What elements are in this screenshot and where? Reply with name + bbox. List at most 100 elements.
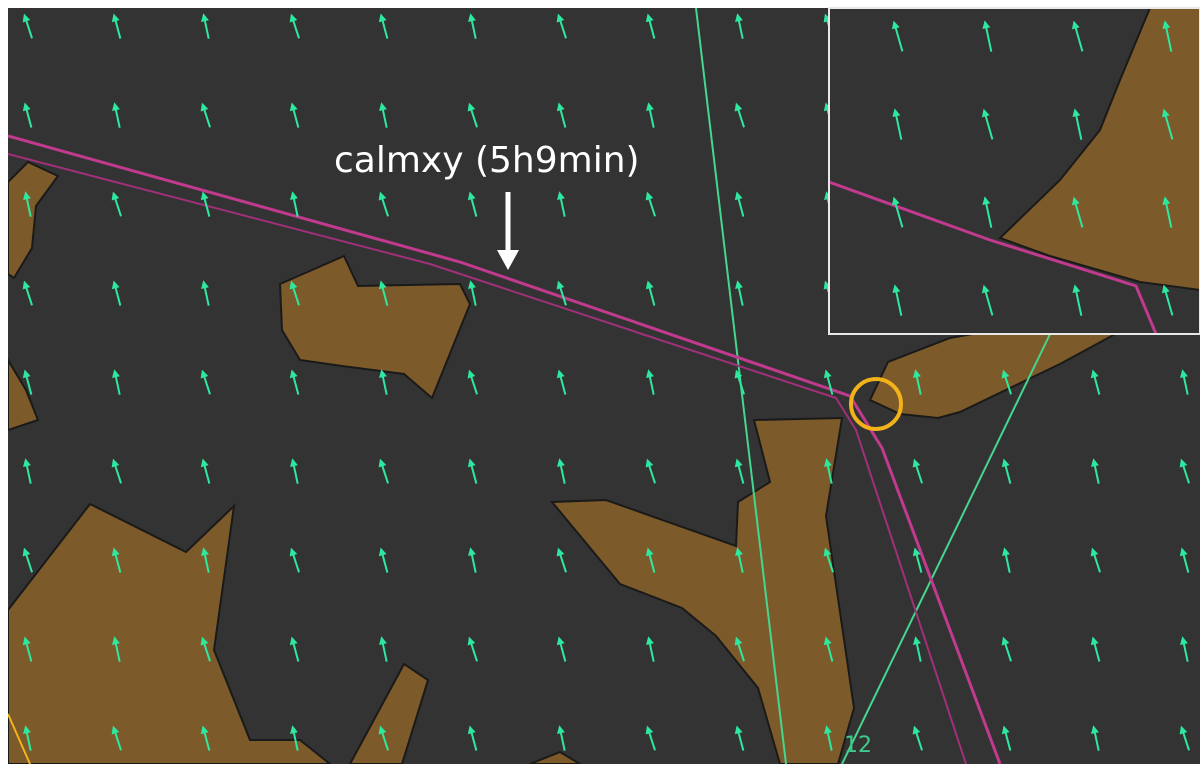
wind-arrow-icon	[981, 284, 994, 316]
wind-arrow-icon	[824, 458, 833, 484]
land-bottom-center	[348, 662, 430, 764]
wind-arrow-icon	[557, 458, 566, 484]
wind-arrow-icon	[823, 547, 834, 573]
wind-arrow-icon	[468, 280, 477, 306]
wind-arrow-icon	[467, 636, 478, 662]
wind-arrow-icon	[290, 725, 299, 751]
wind-arrow-icon	[201, 280, 210, 306]
wind-arrow-icon	[289, 636, 300, 662]
wind-arrow-icon	[645, 280, 656, 306]
wind-arrow-icon	[912, 458, 923, 484]
wind-arrow-icon	[112, 369, 121, 395]
wind-arrow-icon	[1090, 369, 1101, 395]
wind-arrow-icon	[23, 191, 32, 217]
wind-arrow-icon	[200, 725, 211, 751]
highlight-circle-icon[interactable]	[849, 377, 903, 431]
wind-arrow-icon	[467, 102, 478, 128]
wind-arrow-icon	[734, 191, 745, 217]
wind-arrow-icon	[556, 13, 567, 39]
wind-arrow-icon	[468, 547, 477, 573]
wind-arrow-icon	[1090, 636, 1101, 662]
wind-arrow-icon	[1180, 636, 1189, 662]
wind-arrow-icon	[1072, 284, 1083, 316]
wind-arrow-icon	[824, 725, 833, 751]
wind-arrow-icon	[378, 458, 389, 484]
wind-arrow-icon	[646, 102, 655, 128]
wind-arrow-icon	[378, 280, 389, 306]
inset-route	[829, 180, 1158, 334]
wind-arrow-icon	[112, 636, 121, 662]
wind-arrow-icon	[289, 369, 300, 395]
wind-arrow-icon	[556, 369, 567, 395]
wind-arrow-icon	[734, 725, 745, 751]
wind-arrow-icon	[556, 280, 567, 306]
wind-arrow-icon	[200, 636, 211, 662]
wind-arrow-icon	[379, 636, 388, 662]
wind-arrow-icon	[1090, 547, 1101, 573]
wind-arrow-icon	[200, 458, 211, 484]
wind-arrow-icon	[645, 725, 656, 751]
wind-arrow-icon	[1002, 547, 1011, 573]
wind-arrow-icon	[111, 191, 122, 217]
wind-arrow-icon	[22, 636, 33, 662]
inset-wind-arrow-field	[891, 20, 1174, 316]
wind-arrow-icon	[289, 280, 300, 306]
wind-arrow-icon	[913, 636, 922, 662]
wind-arrow-icon	[556, 636, 567, 662]
wind-arrow-icon	[1180, 369, 1189, 395]
wind-arrow-icon	[379, 102, 388, 128]
wind-arrow-icon	[111, 725, 122, 751]
wind-arrow-icon	[1162, 196, 1173, 228]
wind-arrow-icon	[200, 369, 211, 395]
wind-arrow-icon	[378, 725, 389, 751]
wind-arrow-icon	[734, 369, 745, 395]
wind-arrow-icon	[646, 636, 655, 662]
wind-arrow-icon	[23, 725, 32, 751]
wind-arrow-icon	[645, 458, 656, 484]
wind-arrow-icon	[891, 20, 904, 52]
wind-arrow-icon	[892, 284, 903, 316]
wind-arrow-icon	[912, 725, 923, 751]
wind-arrow-icon	[981, 108, 994, 140]
land-layer	[8, 160, 1134, 764]
wind-arrow-icon	[1071, 196, 1084, 228]
wind-arrow-icon	[379, 369, 388, 395]
wind-arrow-icon	[23, 458, 32, 484]
wind-arrow-icon	[467, 369, 478, 395]
wind-arrow-field	[22, 13, 1190, 751]
wind-arrow-icon	[734, 458, 745, 484]
wind-arrow-icon	[735, 13, 744, 39]
wind-arrow-icon	[467, 458, 478, 484]
land-left-top	[8, 160, 60, 280]
wind-arrow-icon	[734, 636, 745, 662]
wind-arrow-icon	[1179, 458, 1190, 484]
down-arrow-icon	[497, 192, 519, 270]
wind-arrow-icon	[289, 547, 300, 573]
wind-arrow-icon	[556, 102, 567, 128]
wind-arrow-icon	[891, 196, 904, 228]
wind-arrow-icon	[22, 102, 33, 128]
wind-arrow-icon	[645, 191, 656, 217]
wind-arrow-icon	[111, 13, 122, 39]
inset-border	[828, 7, 1200, 335]
wind-arrow-icon	[1091, 725, 1100, 751]
grid-line-diagonal	[841, 329, 1053, 764]
land-bottom-left	[8, 502, 332, 764]
wind-arrow-icon	[112, 102, 121, 128]
wind-arrow-icon	[1179, 725, 1190, 751]
wind-arrow-icon	[1161, 284, 1174, 316]
wind-arrow-icon	[1001, 725, 1012, 751]
wind-arrow-icon	[982, 196, 993, 228]
wind-arrow-icon	[378, 13, 389, 39]
wind-arrow-icon	[1071, 20, 1084, 52]
wind-arrow-icon	[734, 102, 745, 128]
wind-arrow-icon	[913, 369, 922, 395]
wind-arrow-icon	[735, 547, 744, 573]
wind-arrow-icon	[556, 547, 567, 573]
wind-arrow-icon	[289, 13, 300, 39]
route-lines	[8, 134, 1002, 764]
wind-arrow-icon	[111, 458, 122, 484]
grid-number-label: 12	[844, 733, 872, 758]
zoom-inset[interactable]	[828, 7, 1200, 335]
